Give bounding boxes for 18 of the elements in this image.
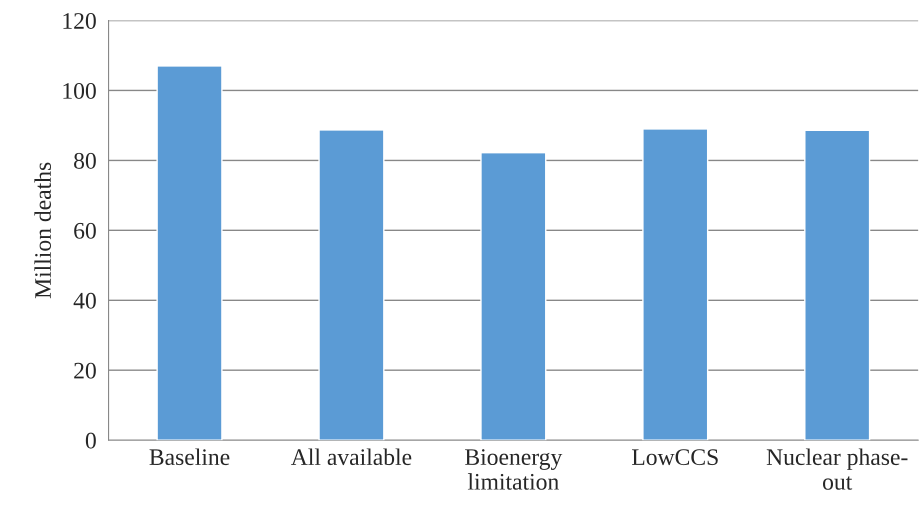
y-tick-label: 80 — [74, 152, 96, 169]
x-tick-label: All available — [291, 448, 412, 466]
y-tick-label: 120 — [63, 13, 96, 29]
y-tick-label: 40 — [74, 292, 96, 309]
y-tick-label: 0 — [86, 432, 96, 449]
x-tick-label: LowCCS — [632, 449, 718, 466]
bar — [156, 65, 223, 440]
bar — [804, 130, 870, 440]
bar — [642, 128, 708, 440]
y-tick-label: 100 — [63, 82, 96, 99]
x-tick-label: Baseline — [150, 448, 230, 466]
bar — [318, 129, 385, 440]
y-tick-label: 60 — [74, 222, 96, 239]
y-tick-label: 20 — [74, 362, 96, 379]
x-tick-label: Bioenergy limitation — [465, 449, 562, 490]
y-axis-title: Million deaths — [34, 162, 51, 298]
bar — [480, 152, 546, 440]
x-tick-label: Nuclear phase- out — [766, 448, 908, 490]
